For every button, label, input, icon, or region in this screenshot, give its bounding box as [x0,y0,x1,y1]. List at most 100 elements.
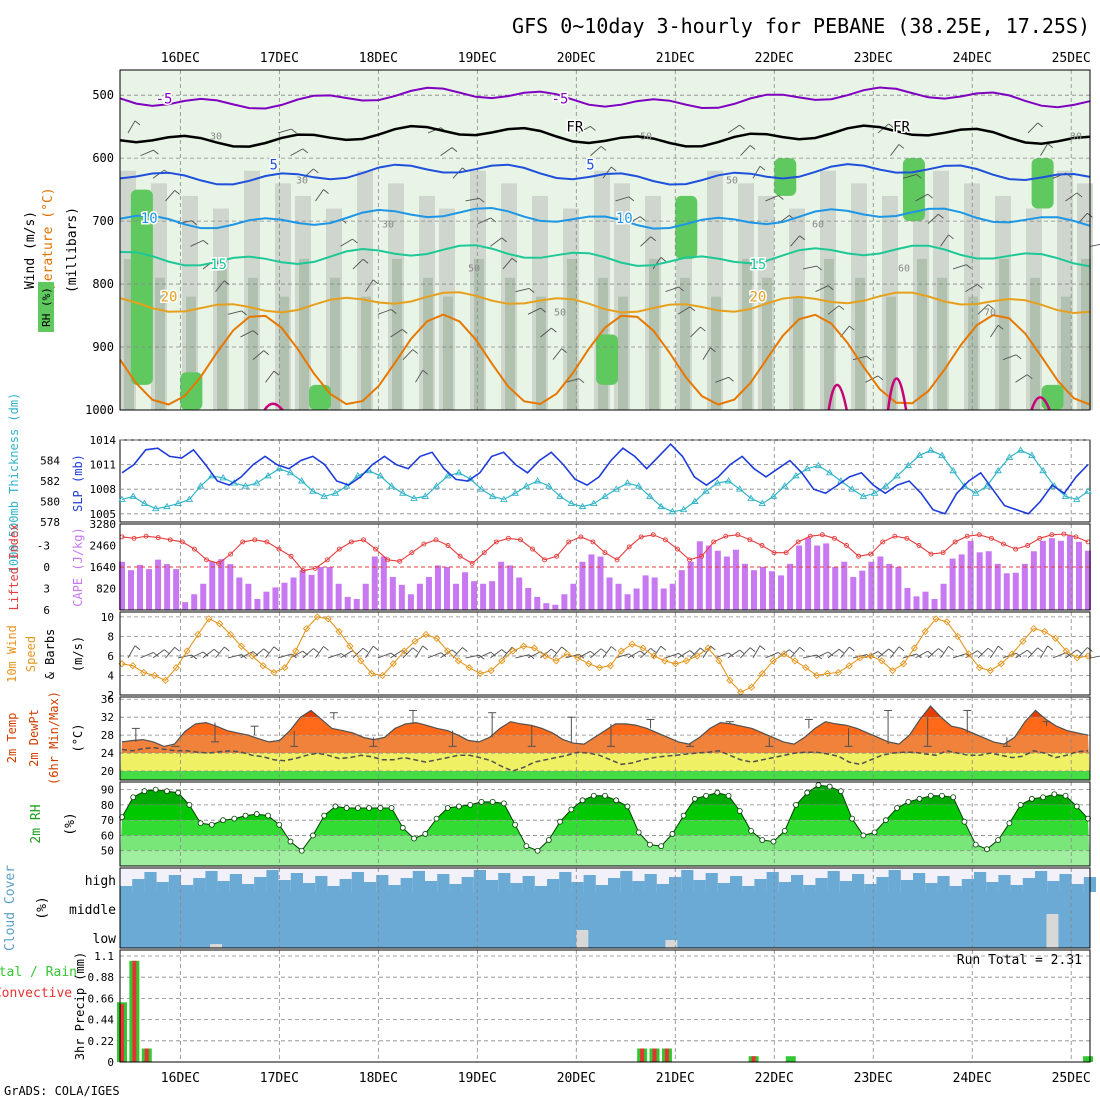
wind-barb [452,647,463,659]
rh-point [725,792,732,799]
thickness-point [747,494,755,501]
wind-speed-point [758,669,767,678]
thickness-point [320,492,328,499]
thickness-point [140,499,149,506]
thickness-point [634,482,643,489]
cloud-high-bar [156,882,169,892]
wind-barb-flag [816,654,822,660]
wind-speed-point [519,642,528,650]
wind-speed-point [910,644,918,652]
isotherm-line [119,291,1091,315]
cape-bar [967,540,974,610]
rh-band [120,835,1090,851]
wind-barb [665,286,679,293]
thickness-point [129,492,138,499]
cloud-high-bar [876,877,889,892]
rh-point [1085,815,1091,822]
wind-barb-flag [561,646,567,652]
lifted-point [880,539,886,545]
wind-barb [1002,354,1017,361]
rh-point [456,803,462,810]
lifted-point [856,553,862,559]
lifted-point [348,539,354,545]
wind-barb-flag [1037,647,1044,653]
wind-barb [477,651,491,659]
lifted-point [554,553,560,559]
wind-barb-flag [1047,645,1053,651]
wind-barb-flag [610,166,617,172]
wind-barb-flag [451,649,458,655]
cape-bar [416,583,423,610]
wind-barb-flag [528,654,535,660]
y-tick-label: 600 [92,151,114,165]
wind-barb-flag [313,168,319,174]
thickness-point [870,489,879,496]
cape-bar [290,577,297,610]
wind-speed-point [140,668,148,677]
wind-barb [240,651,254,659]
chart-title: GFS 0~10day 3-hourly for PEBANE (38.25E,… [512,14,1090,38]
wind-barb-flag [263,648,270,654]
wind-barb [765,195,779,202]
wind-barb-flag [551,648,557,654]
rh-point [253,811,260,817]
wind-speed-point [400,647,408,655]
rh-point [793,802,799,808]
wind-barb-flag [710,347,716,353]
cloud-gap [210,944,223,948]
rh-contour-label: 30 [210,131,222,142]
cloud-high-bar [522,876,535,892]
thickness-point [915,451,924,458]
lifted-point [300,568,306,574]
wind-barb [640,648,652,659]
wind-barb-flag [877,651,884,656]
thickness-point [769,492,778,499]
wind-barb [527,307,541,315]
precip-tick-label: 0.88 [88,971,115,984]
cloud-high-bar [205,871,218,892]
wind-speed-point [357,657,365,665]
cape-bar [913,596,920,610]
wind-speed-point [856,654,864,662]
rh-point [658,843,665,850]
cloud-high-bar [864,884,877,892]
cloud-high-bar [583,875,596,892]
wind-speed-point [943,618,951,626]
date-label-top: 19DEC [458,51,497,66]
cape-bar [985,551,992,610]
thickness-point [893,472,901,479]
wind-barb [877,648,890,659]
thickness-point [1005,453,1014,460]
wind-barb-flag [478,197,485,203]
thickness-tick-label: 578 [40,516,60,529]
axis-label-temp: 2m DewPt [27,709,41,767]
wind-speed-point [541,652,549,660]
wind-barb-flag [590,126,596,131]
rh-shade-dark [567,258,577,410]
axis-label-wind: Wind (m/s) [23,211,38,289]
temp-tick-label: 32 [101,711,114,724]
rh-shade-dark [742,258,752,410]
cloud-high-bar [937,876,950,892]
rh-point [276,821,283,828]
lifted-point [711,539,717,545]
cloud-high-bar [1071,884,1084,892]
wind-speed-point [313,613,321,621]
rh-point [343,805,350,811]
cloud-high-bar [534,886,547,892]
thickness-point [421,492,430,499]
cape-bar [480,583,487,610]
wind-barb [952,653,967,659]
thickness-point [455,468,463,476]
wind-speed-point [1030,624,1038,633]
wind-barb-flag [728,376,734,382]
axis-label-total-rain: Total / Rain [0,965,77,980]
axis-label-wind10m: 10m Wind [5,625,19,683]
rh-point [231,815,238,822]
date-axis: 16DEC 16DEC 17DEC 17DEC 18DEC 18DEC 19DEC 19DEC… [161,51,1091,1086]
isotherm-label: 20 [161,290,178,306]
thickness-tick-label: 582 [40,475,60,488]
date-label-top: 21DEC [656,51,695,66]
wind-barb-flag [888,123,895,129]
wind-barb-flag [302,148,309,154]
